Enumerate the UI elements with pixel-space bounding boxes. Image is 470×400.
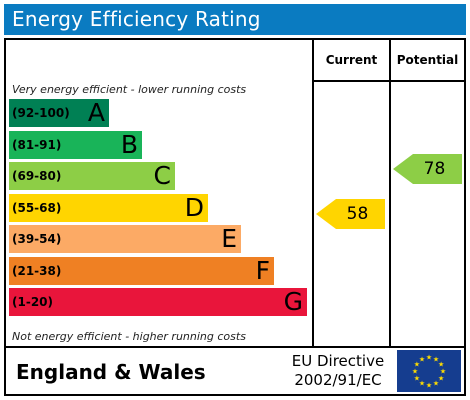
eu-star-icon: ★	[419, 380, 425, 388]
band-range: (69-80)	[12, 169, 62, 183]
band-range: (81-91)	[12, 137, 62, 152]
band-letter: E	[221, 224, 237, 253]
column-header-current: Current	[325, 53, 378, 67]
band-letter: A	[87, 98, 105, 127]
band-range: (92-100)	[12, 106, 70, 120]
directive-line-2: 2002/91/EC	[294, 371, 382, 389]
band-letter: G	[283, 287, 303, 316]
band-range: (21-38)	[12, 263, 62, 278]
eu-star-icon: ★	[440, 368, 446, 376]
eu-flag-icon: ★ ★ ★ ★ ★ ★ ★ ★ ★ ★ ★ ★	[397, 350, 461, 392]
band-c: (69-80) C	[9, 162, 175, 190]
note-efficient: Very energy efficient - lower running co…	[12, 83, 247, 96]
eu-stars-icon: ★ ★★★★★★★★★★★	[412, 354, 446, 390]
eu-star-icon: ★	[426, 382, 432, 390]
band-letter: B	[120, 129, 138, 159]
band-range: (55-68)	[12, 200, 62, 215]
directive-line-1: EU Directive	[291, 352, 385, 370]
footer-directive: EU Directive 2002/91/EC	[282, 352, 394, 390]
current-rating-arrow: 58	[316, 199, 385, 229]
note-inefficient: Not energy efficient - higher running co…	[12, 330, 246, 343]
footer-divider	[6, 346, 464, 348]
eu-star-icon: ★	[419, 355, 425, 363]
band-a: (92-100) A	[9, 99, 109, 127]
current-rating-value: 58	[346, 204, 369, 224]
column-header-potential: Potential	[396, 53, 459, 67]
band-f: (21-38) F	[9, 255, 274, 285]
band-letter: D	[184, 192, 204, 222]
eu-star-icon: ★	[438, 361, 444, 369]
eu-star-icon: ★	[426, 354, 432, 362]
eu-star-icon: ★	[414, 361, 420, 369]
chart-title: Energy Efficiency Rating	[4, 4, 466, 35]
eu-star-icon: ★	[438, 375, 444, 383]
band-letter: F	[255, 255, 270, 285]
band-e: (39-54) E	[9, 225, 241, 253]
band-d: (55-68) D	[9, 192, 208, 222]
divider-potential	[389, 40, 391, 348]
potential-rating-value: 78	[423, 159, 446, 179]
eu-star-icon: ★	[412, 368, 418, 376]
band-range: (1-20)	[12, 295, 53, 309]
header-divider	[312, 80, 464, 82]
footer-country: England & Wales	[16, 360, 206, 384]
band-letter: C	[153, 161, 171, 190]
divider-current	[312, 40, 314, 348]
band-range: (39-54)	[12, 232, 62, 246]
eu-star-icon: ★	[433, 355, 439, 363]
band-b: (81-91) B	[9, 129, 142, 159]
potential-rating-arrow: 78	[393, 154, 462, 184]
rating-frame: Current Potential Very energy efficient …	[4, 38, 466, 396]
band-g: (1-20) G	[9, 288, 307, 316]
eu-star-icon: ★	[433, 380, 439, 388]
eu-star-icon: ★	[414, 375, 420, 383]
